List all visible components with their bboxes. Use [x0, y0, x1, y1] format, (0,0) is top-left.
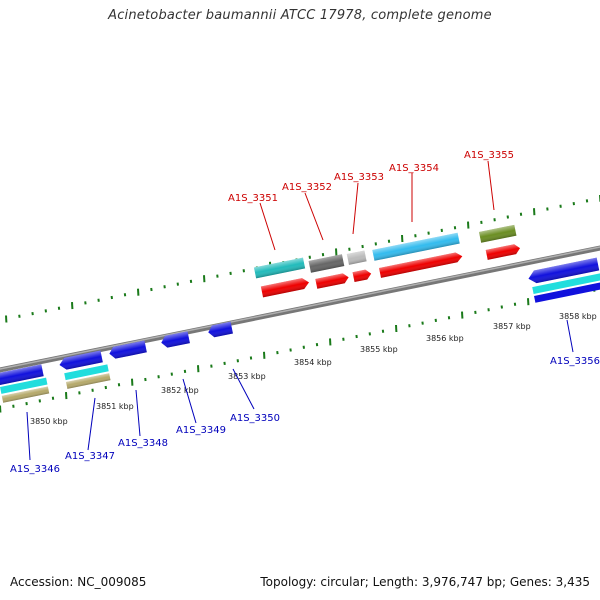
kbp-label: 3851 kbp — [96, 402, 134, 411]
gene-A1S_3356-features[interactable] — [527, 257, 600, 303]
gene-A1S_3351-features[interactable] — [253, 257, 310, 298]
callout-line — [135, 389, 141, 437]
callout-line — [259, 202, 276, 251]
gene-label-A1S_3347[interactable]: A1S_3347 — [65, 451, 115, 462]
callout-line — [232, 368, 255, 410]
kbp-label: 3852 kbp — [161, 386, 199, 395]
reverse-gene-labels: A1S_3346 A1S_3347 A1S_3348 A1S_3349 A1S_… — [10, 319, 600, 475]
kbp-label: 3850 kbp — [30, 417, 68, 426]
callout-line — [487, 160, 495, 211]
callout-line — [304, 192, 324, 241]
topology-label: Topology: circular; Length: 3,976,747 bp… — [260, 575, 590, 589]
gene-label-A1S_3352[interactable]: A1S_3352 — [282, 182, 332, 193]
gene-label-A1S_3353[interactable]: A1S_3353 — [334, 172, 384, 183]
callout-line — [26, 411, 31, 461]
gene-label-A1S_3354[interactable]: A1S_3354 — [389, 163, 439, 174]
gene-A1S_3348-features[interactable] — [108, 340, 147, 360]
gene-label-A1S_3348[interactable]: A1S_3348 — [118, 438, 168, 449]
kbp-label: 3855 kbp — [360, 345, 398, 354]
kbp-scale-labels: 3850 kbp 3851 kbp 3852 kbp 3853 kbp 3854… — [30, 312, 597, 426]
gene-label-A1S_3350[interactable]: A1S_3350 — [230, 413, 280, 424]
gene-A1S_3346-features[interactable] — [0, 364, 50, 403]
gene-A1S_3350-features[interactable] — [207, 321, 233, 339]
gene-A1S_3347-features[interactable] — [58, 350, 111, 390]
kbp-label: 3858 kbp — [559, 312, 597, 321]
gene-A1S_3349-features[interactable] — [160, 331, 190, 348]
gene-label-A1S_3356[interactable]: A1S_3356 — [550, 356, 600, 367]
gene-label-A1S_3346[interactable]: A1S_3346 — [10, 464, 60, 475]
gene-A1S_3352-features[interactable] — [308, 254, 350, 290]
gene-A1S_3355-features[interactable] — [478, 224, 521, 261]
kbp-label: 3853 kbp — [228, 372, 266, 381]
gene-label-A1S_3349[interactable]: A1S_3349 — [176, 425, 226, 436]
lower-tick-row — [0, 284, 596, 413]
map-title: Acinetobacter baumannii ATCC 17978, comp… — [108, 8, 492, 23]
gene-A1S_3354-features[interactable] — [372, 232, 463, 279]
gene-label-A1S_3351[interactable]: A1S_3351 — [228, 193, 278, 204]
forward-gene-labels: A1S_3351 A1S_3352 A1S_3353 A1S_3354 A1S_… — [228, 150, 514, 251]
kbp-label: 3857 kbp — [493, 322, 531, 331]
gene-A1S_3353-features[interactable] — [346, 250, 372, 283]
callout-line — [566, 319, 574, 353]
gene-label-A1S_3355[interactable]: A1S_3355 — [464, 150, 514, 161]
callout-line — [87, 397, 96, 451]
genome-backbone — [0, 245, 600, 373]
kbp-label: 3854 kbp — [294, 358, 332, 367]
callout-line — [182, 378, 197, 424]
kbp-label: 3856 kbp — [426, 334, 464, 343]
callout-line — [352, 182, 359, 235]
accession-label: Accession: NC_009085 — [10, 575, 147, 589]
